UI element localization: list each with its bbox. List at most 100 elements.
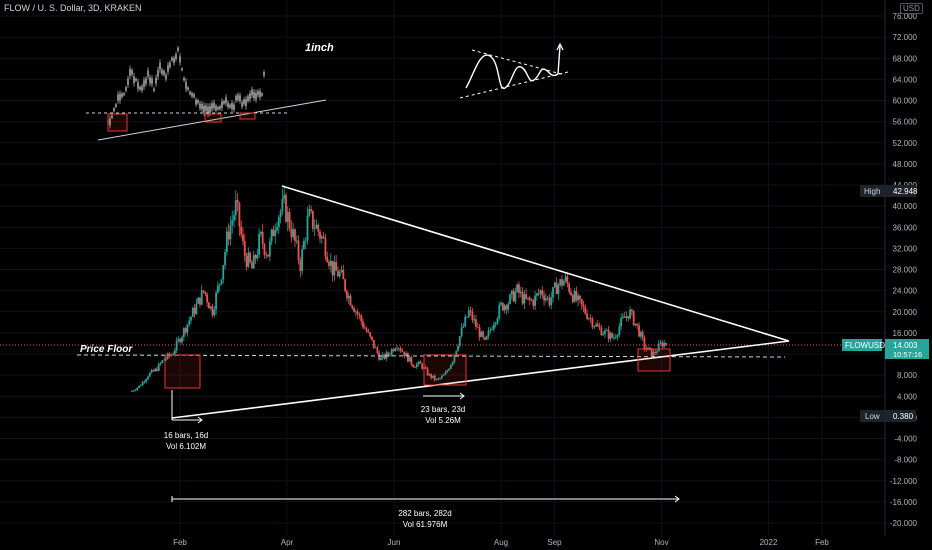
candle-body xyxy=(157,363,160,371)
candle-body xyxy=(365,328,368,332)
inset-candle-body xyxy=(153,88,155,92)
candle-body xyxy=(568,283,571,293)
pattern-sketch-lower-dashed xyxy=(459,71,569,99)
candle-body xyxy=(432,375,434,378)
price-axis[interactable]: 76.000 72.000 68.000 64.000 60.000 56.000 52.0… xyxy=(884,0,918,536)
candle-body xyxy=(580,299,583,305)
candle-body xyxy=(337,270,339,277)
high-label: High xyxy=(864,187,880,196)
candle-body xyxy=(559,279,562,286)
candle-body xyxy=(507,303,510,310)
candle-body xyxy=(403,351,406,357)
candle-body xyxy=(328,261,330,266)
inset-box-3 xyxy=(239,112,256,120)
candle-body xyxy=(595,324,597,327)
price-tick-label: -8.000 xyxy=(894,456,917,465)
candle-body xyxy=(530,300,533,301)
candle-body xyxy=(290,228,293,237)
time-axis[interactable]: Feb Apr Jun Aug Sep Nov 2022 Feb xyxy=(173,538,829,547)
candle-body xyxy=(251,262,253,269)
candle-body xyxy=(451,361,454,365)
inset-candle-body xyxy=(147,70,149,77)
candle-body xyxy=(469,310,472,312)
candle-body xyxy=(227,231,230,240)
candle-body xyxy=(609,333,612,339)
inset-candle-body xyxy=(241,102,243,107)
candle-body xyxy=(571,295,574,302)
candle-body xyxy=(492,324,495,330)
last-price-tag[interactable]: FLOWUSD 14.003 10:57:16 xyxy=(842,339,929,359)
candle-body xyxy=(455,350,458,356)
candle-body xyxy=(509,294,511,304)
candle-body xyxy=(525,294,528,299)
candle-body xyxy=(638,325,640,337)
price-tick-label: 8.000 xyxy=(897,371,918,380)
candle-body xyxy=(482,331,485,338)
candle-body xyxy=(138,385,140,388)
candle-body xyxy=(613,337,615,339)
candle-body xyxy=(356,311,359,315)
candle-body xyxy=(442,374,445,376)
candle-body xyxy=(191,307,194,317)
candle-body xyxy=(317,224,320,232)
price-tick-label: 24.000 xyxy=(893,287,918,296)
candle-body xyxy=(661,342,664,347)
inset-candle-body xyxy=(233,104,235,110)
candle-body xyxy=(408,357,411,362)
candle-body xyxy=(216,285,219,293)
candle-body xyxy=(329,260,332,266)
drawings-layer: Price Floor 16 bars, 16d Vol 6.102M 23 b… xyxy=(0,42,885,529)
symbol-header[interactable]: FLOW / U. S. Dollar, 3D, KRAKEN xyxy=(4,3,142,13)
inset-candle-body xyxy=(167,65,169,72)
candle-body xyxy=(600,327,603,336)
candle-body xyxy=(591,318,594,327)
inset-candle-body xyxy=(211,103,213,110)
candle-body xyxy=(623,316,626,318)
resistance-trendline xyxy=(281,185,790,342)
candle-body xyxy=(362,321,364,328)
candle-body xyxy=(195,303,198,314)
inset-candle-body xyxy=(257,91,259,96)
candle-body xyxy=(190,316,192,321)
candle-body xyxy=(620,317,623,327)
candle-body xyxy=(611,333,614,338)
inset-candle-body xyxy=(137,82,139,89)
candle-body xyxy=(401,350,404,352)
candle-body xyxy=(347,295,350,299)
inset-candle-body xyxy=(221,101,223,108)
candle-body xyxy=(485,335,488,340)
time-tick-label: Feb xyxy=(815,538,829,547)
high-marker: High 42.948 xyxy=(860,185,918,197)
candle-body xyxy=(295,240,298,242)
price-tick-label: 48.000 xyxy=(893,160,918,169)
candle-body xyxy=(173,350,176,354)
candle-body xyxy=(141,381,144,386)
inset-candle-body xyxy=(111,115,113,118)
candle-body xyxy=(249,252,252,263)
candle-body xyxy=(473,319,476,321)
candle-body xyxy=(277,217,280,228)
price-tick-label: 28.000 xyxy=(893,266,918,275)
candle-body xyxy=(656,351,658,353)
inset-candle-body xyxy=(247,96,249,101)
candle-body xyxy=(475,319,477,327)
candle-body xyxy=(272,229,275,237)
candle-body xyxy=(557,285,560,295)
inset-candle-body xyxy=(259,91,261,98)
inset-candle-body xyxy=(143,80,145,87)
candle-body xyxy=(143,381,146,383)
inset-candle-body xyxy=(109,118,111,126)
candle-body xyxy=(614,337,617,338)
candle-body xyxy=(464,316,467,327)
candle-body xyxy=(181,336,183,343)
inset-candle-body xyxy=(189,91,191,95)
inset-candle-body xyxy=(231,103,233,110)
candle-body xyxy=(299,260,302,271)
candle-body xyxy=(405,353,407,357)
currency-badge[interactable]: USD xyxy=(900,3,923,14)
price-tick-label: 16.000 xyxy=(893,329,918,338)
inset-candle-body xyxy=(213,102,215,109)
candle-body xyxy=(514,291,517,302)
inset-candle-body xyxy=(261,93,263,96)
